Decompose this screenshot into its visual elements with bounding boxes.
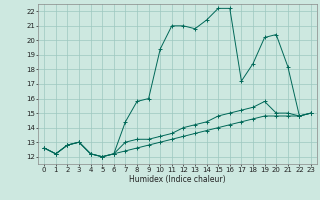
- X-axis label: Humidex (Indice chaleur): Humidex (Indice chaleur): [129, 175, 226, 184]
